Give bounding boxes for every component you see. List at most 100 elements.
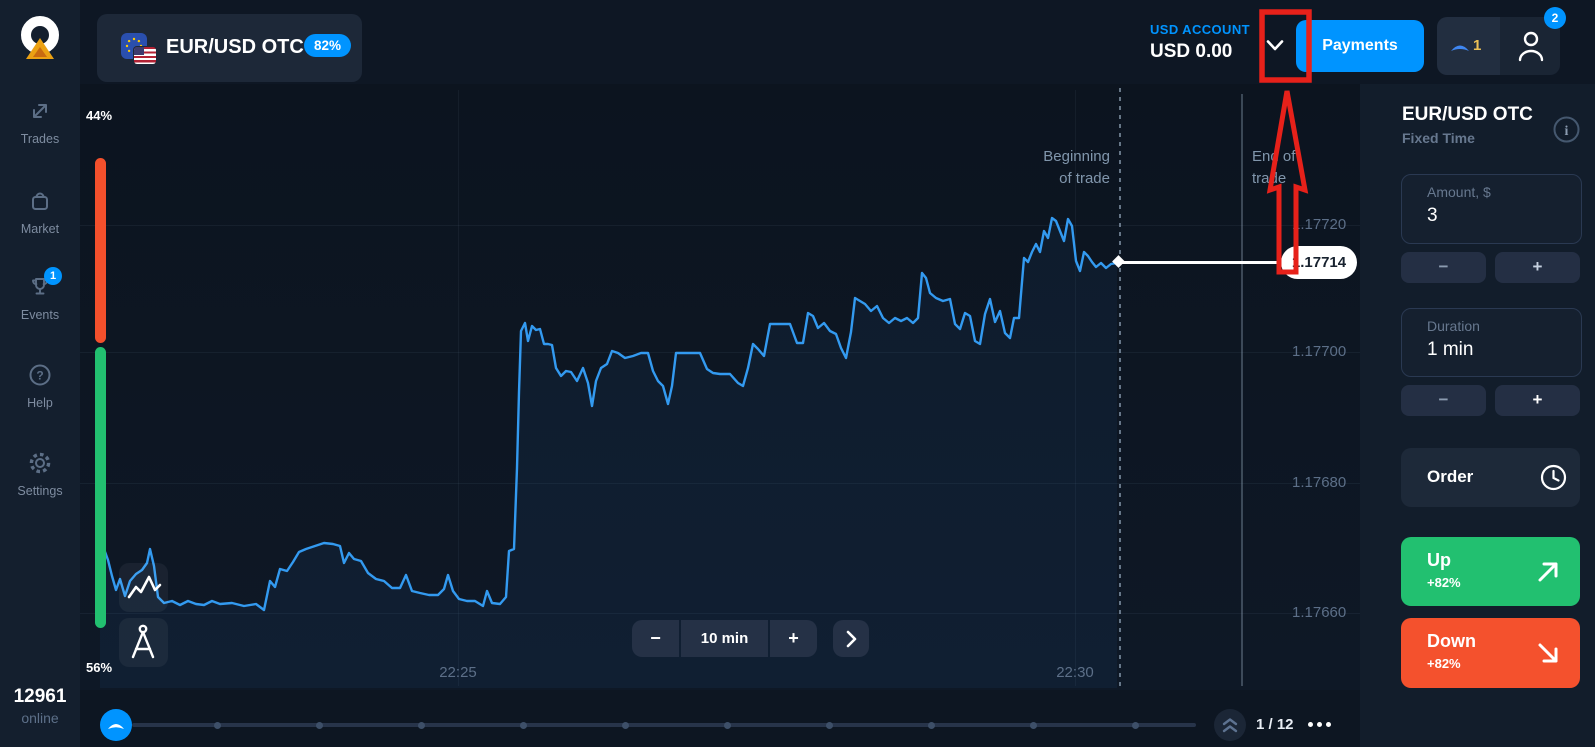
notification-badge: 1 [44, 267, 62, 285]
hat-icon [108, 724, 124, 729]
online-count-label: online [21, 710, 59, 726]
timeframe-plus-button[interactable]: + [770, 620, 817, 657]
trade-end-line [1241, 94, 1243, 686]
sidebar-item-label: Settings [17, 484, 63, 498]
amount-increase-button[interactable]: + [1495, 252, 1580, 283]
history-dot[interactable] [1030, 721, 1037, 729]
current-price-badge: 1.17714 [1281, 246, 1357, 279]
sentiment-sell-bar [95, 158, 106, 343]
amount-decrease-button[interactable]: − [1401, 252, 1486, 283]
online-count: 12961 [13, 686, 67, 707]
achievements-widget[interactable]: 1 [1437, 17, 1500, 75]
duration-increase-button[interactable]: + [1495, 385, 1580, 416]
order-label: Order [1427, 467, 1474, 486]
achievements-count: 1 [1473, 37, 1482, 54]
chevron-right-icon [846, 630, 857, 648]
double-chevron-up-icon [1222, 718, 1238, 733]
sentiment-sell-percent: 44% [86, 108, 113, 123]
history-dot[interactable] [928, 721, 935, 729]
header-widgets: 1 2 [1437, 7, 1566, 75]
events-icon: 1 [27, 267, 62, 300]
sidebar-item-label: Market [20, 222, 60, 236]
more-menu-button[interactable] [1308, 716, 1348, 732]
profile-widget[interactable]: 2 [1500, 7, 1566, 75]
sentiment-buy-percent: 56% [86, 660, 113, 675]
sidebar-item-market[interactable]: Market [0, 188, 80, 236]
payments-button[interactable]: Payments [1296, 20, 1424, 72]
price-line-chart [98, 216, 1119, 688]
account-dropdown-button[interactable] [1264, 38, 1286, 53]
hat-icon [1451, 45, 1469, 51]
us-flag-icon [134, 47, 156, 64]
gridline [80, 225, 1360, 226]
notification-badge: 2 [1544, 7, 1566, 29]
down-label: Down [1427, 631, 1476, 651]
line-chart-icon [127, 575, 162, 599]
sidebar-item-label: Events [20, 308, 60, 322]
duration-decrease-button[interactable]: − [1401, 385, 1486, 416]
profile-icon [1518, 31, 1544, 62]
current-price-line [1119, 261, 1283, 264]
sidebar-item-events[interactable]: 1 Events [0, 267, 80, 322]
sidebar-item-label: Help [27, 396, 53, 410]
history-dot[interactable] [826, 721, 833, 729]
history-dot[interactable] [520, 721, 527, 729]
gridline [80, 352, 1360, 353]
history-dot[interactable] [316, 721, 323, 729]
order-button[interactable]: Order [1401, 448, 1580, 507]
history-dot[interactable] [724, 721, 731, 729]
amount-field[interactable]: Amount, $ 3 [1401, 174, 1582, 244]
duration-field[interactable]: Duration 1 min [1401, 308, 1582, 377]
sentiment-buy-bar [95, 347, 106, 628]
sidebar-item-trades[interactable]: Trades [0, 98, 80, 146]
sidebar-item-settings[interactable]: Settings [0, 450, 80, 498]
trade-begin-line [1119, 88, 1121, 688]
timeframe-value[interactable]: 10 min [681, 620, 768, 657]
account-balance: USD 0.00 [1150, 41, 1233, 62]
duration-value: 1 min [1427, 339, 1474, 360]
payout-badge: 82% [304, 34, 352, 57]
arrow-up-right-icon [1538, 562, 1558, 582]
panel-mode-label: Fixed Time [1402, 130, 1475, 146]
sidebar-item-label: Trades [20, 132, 60, 146]
trade-panel: EUR/USD OTC Fixed Time i Amount, $ 3 − +… [1360, 84, 1595, 747]
history-expand-button[interactable] [1214, 709, 1246, 741]
gridline [80, 613, 1360, 614]
price-axis-label: 1.17660 [1292, 604, 1347, 621]
sidebar-item-help[interactable]: ? Help [0, 362, 80, 410]
panel-asset-title: EUR/USD OTC [1402, 104, 1533, 125]
gridline [80, 483, 1360, 484]
up-label: Up [1427, 550, 1451, 570]
amount-label: Amount, $ [1427, 184, 1491, 200]
down-payout: +82% [1427, 656, 1461, 671]
drawing-tools-button[interactable] [119, 618, 168, 667]
history-dot[interactable] [1132, 721, 1139, 729]
gridline [458, 90, 459, 686]
info-icon[interactable]: i [1553, 116, 1580, 143]
app-logo[interactable] [15, 12, 65, 64]
chart-type-button[interactable] [119, 563, 168, 612]
time-axis-label: 22:25 [439, 664, 477, 681]
history-dot[interactable] [214, 721, 221, 729]
asset-selector[interactable]: EUR/USD OTC 82% [97, 14, 362, 82]
account-type-label: USD ACCOUNT [1150, 22, 1250, 37]
chart-forward-button[interactable] [833, 620, 869, 657]
up-payout: +82% [1427, 575, 1461, 590]
end-of-trade-label: End of trade [1252, 148, 1296, 187]
price-axis-label: 1.17680 [1292, 474, 1347, 491]
duration-label: Duration [1427, 318, 1480, 334]
chart-area[interactable]: Beginning of trade End of trade 1.17714 44… [80, 84, 1360, 690]
up-button[interactable]: Up +82% [1401, 537, 1580, 606]
market-icon [27, 188, 53, 214]
help-icon: ? [27, 362, 53, 388]
timeframe-minus-button[interactable]: − [632, 620, 679, 657]
clock-icon [1540, 464, 1567, 491]
history-dot[interactable] [418, 721, 425, 729]
history-start-button[interactable] [100, 709, 132, 741]
history-dot[interactable] [622, 721, 629, 729]
arrow-down-right-icon [1538, 643, 1558, 663]
down-button[interactable]: Down +82% [1401, 618, 1580, 688]
settings-icon [27, 450, 53, 476]
history-track [132, 723, 1196, 727]
